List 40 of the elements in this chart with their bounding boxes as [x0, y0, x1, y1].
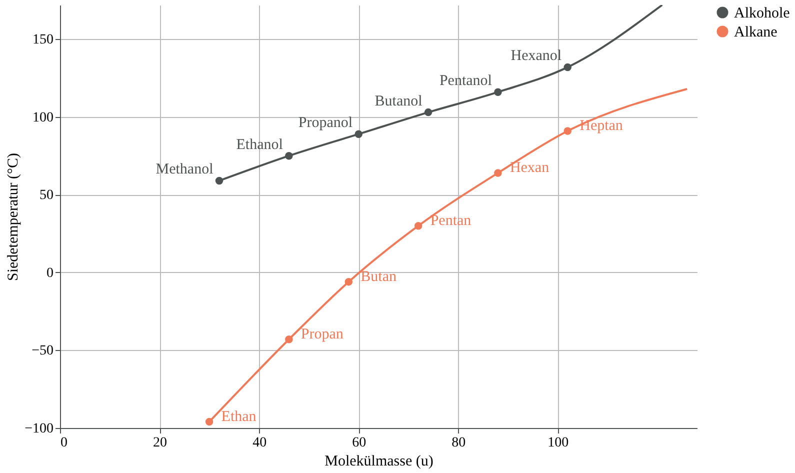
data-label: Hexan	[510, 160, 550, 176]
x-tick-label: 0	[60, 436, 68, 450]
data-label: Propan	[300, 326, 344, 342]
data-label: Butanol	[374, 93, 422, 110]
point	[414, 222, 422, 230]
y-tick-label: 150	[32, 32, 54, 48]
point	[205, 418, 214, 426]
data-label: Methanol	[156, 162, 214, 178]
data-label: Butan	[360, 268, 397, 285]
point	[494, 169, 502, 177]
point	[424, 108, 432, 116]
y-tick-label: 100	[32, 110, 54, 126]
point	[564, 63, 572, 72]
point	[354, 130, 362, 138]
data-label: Propanol	[298, 115, 353, 132]
data-label: Ethanol	[236, 136, 283, 153]
x-axis-title: Molekülmasse (u)	[324, 454, 434, 470]
y-tick-label: −100	[24, 422, 54, 436]
y-tick-label: −50	[32, 344, 54, 359]
x-tick-label: 100	[548, 436, 569, 450]
y-tick-label: 50	[40, 188, 54, 204]
legend-label: Alkane	[734, 24, 778, 40]
point	[494, 88, 502, 96]
legend-label: Alkohole	[734, 6, 790, 22]
data-label: Hexanol	[510, 48, 562, 64]
x-tick-label: 80	[452, 436, 466, 450]
point	[344, 278, 353, 286]
data-label: Pentan	[430, 212, 472, 229]
x-tick-label: 20	[153, 436, 168, 450]
point	[564, 127, 572, 135]
y-axis-title: Siedetemperatur (°C)	[6, 152, 22, 282]
y-tick-label: 0	[46, 266, 54, 281]
data-label: Ethan	[221, 408, 257, 425]
data-label: Pentanol	[439, 73, 492, 90]
data-label: Heptan	[580, 118, 624, 134]
point	[285, 152, 293, 160]
x-tick-label: 40	[252, 436, 267, 450]
point	[285, 335, 293, 344]
x-tick-label: 60	[352, 436, 366, 450]
point	[215, 176, 224, 185]
